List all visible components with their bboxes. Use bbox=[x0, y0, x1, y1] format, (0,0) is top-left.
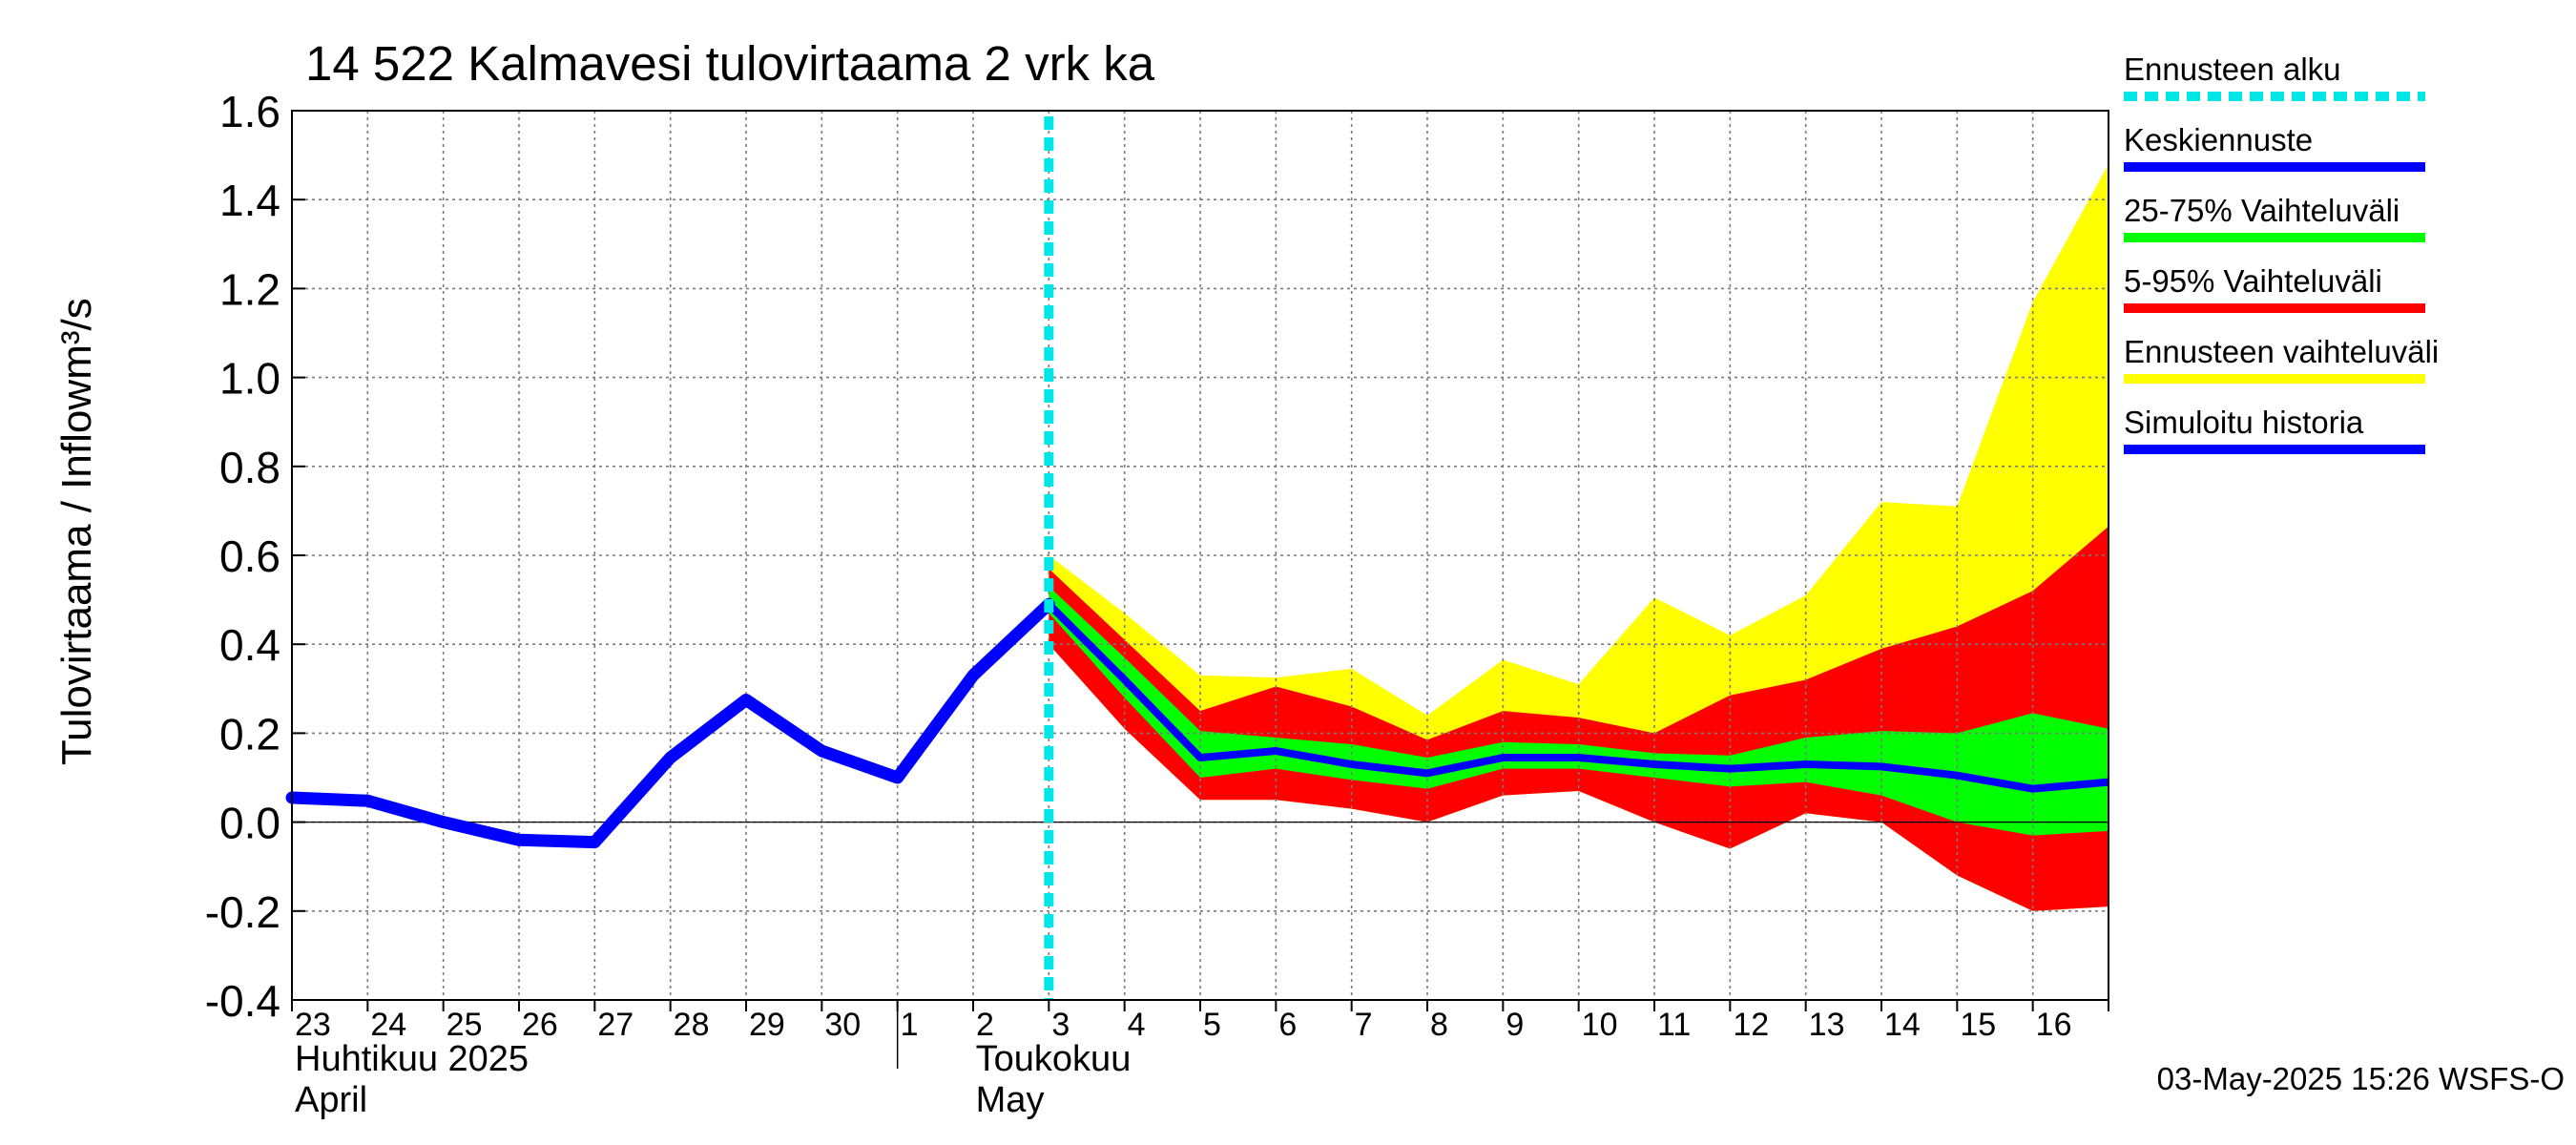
legend-label: Ennusteen vaihteluväli bbox=[2124, 334, 2439, 369]
month-label-en: April bbox=[295, 1080, 367, 1120]
y-tick-label: 0.6 bbox=[219, 531, 280, 581]
x-axis: 23 24 25 26 27 28 29 30 1 2 3 4 5 6 7 8 9 10 11 12 13 14 15 16 bbox=[291, 1000, 2109, 1043]
series-keskiennuste bbox=[1046, 601, 2109, 793]
x-tick-label: 4 bbox=[1128, 1007, 1146, 1043]
y-axis-unit: m³/s bbox=[53, 298, 100, 380]
y-tick-label: 0.2 bbox=[219, 709, 280, 759]
legend: Ennusteen alku Keskiennuste 25-75% Vaihtel… bbox=[2124, 52, 2439, 454]
x-tick-label: 14 bbox=[1884, 1007, 1921, 1043]
legend-label: 25-75% Vaihteluväli bbox=[2124, 193, 2399, 228]
x-tick-label: 9 bbox=[1506, 1007, 1524, 1043]
y-tick-label: 1.2 bbox=[219, 264, 280, 314]
x-tick-label: 25 bbox=[447, 1007, 483, 1043]
grid bbox=[292, 111, 2109, 1000]
x-tick-label: 15 bbox=[1960, 1007, 1996, 1043]
y-tick-label: 0.4 bbox=[219, 620, 280, 670]
x-tick-label: 3 bbox=[1051, 1007, 1070, 1043]
legend-label: Keskiennuste bbox=[2124, 122, 2313, 157]
x-tick-label: 28 bbox=[674, 1007, 710, 1043]
x-tick-label: 5 bbox=[1203, 1007, 1221, 1043]
band-25-75 bbox=[1049, 586, 2109, 836]
y-axis: 1.6 1.4 1.2 1.0 0.8 0.6 0.4 0.2 0.0 -0.2 -0.4 bbox=[205, 87, 305, 1026]
x-tick-label: 13 bbox=[1809, 1007, 1845, 1043]
month-label-en: May bbox=[976, 1080, 1045, 1120]
chart-title: 14 522 Kalmavesi tulovirtaama 2 vrk ka bbox=[305, 36, 1155, 91]
legend-label: 5-95% Vaihteluväli bbox=[2124, 263, 2382, 299]
x-tick-label: 16 bbox=[2036, 1007, 2072, 1043]
x-tick-label: 10 bbox=[1582, 1007, 1618, 1043]
y-tick-label: 1.4 bbox=[219, 176, 280, 225]
y-tick-label: 0.0 bbox=[219, 799, 280, 848]
x-tick-label: 7 bbox=[1355, 1007, 1373, 1043]
x-tick-label: 26 bbox=[522, 1007, 558, 1043]
x-tick-label: 24 bbox=[370, 1007, 406, 1043]
month-label-fi: Toukokuu bbox=[976, 1039, 1132, 1079]
y-tick-label: 1.6 bbox=[219, 87, 280, 136]
x-tick-label: 12 bbox=[1733, 1007, 1769, 1043]
y-tick-label: -0.2 bbox=[205, 887, 280, 937]
legend-label: Ennusteen alku bbox=[2124, 52, 2341, 87]
x-tick-label: 2 bbox=[976, 1007, 994, 1043]
series-lines bbox=[285, 116, 2109, 1000]
y-tick-label: 0.8 bbox=[219, 443, 280, 492]
y-tick-label: -0.4 bbox=[205, 976, 280, 1026]
y-axis-label: Tulovirtaama / Inflow bbox=[53, 380, 100, 766]
x-tick-label: 27 bbox=[597, 1007, 634, 1043]
x-tick-label: 6 bbox=[1278, 1007, 1297, 1043]
series-simuloitu-historia bbox=[285, 597, 1055, 849]
y-tick-label: 1.0 bbox=[219, 354, 280, 404]
month-label-fi: Huhtikuu 2025 bbox=[295, 1039, 529, 1079]
x-tick-label: 8 bbox=[1430, 1007, 1448, 1043]
x-tick-label: 29 bbox=[749, 1007, 785, 1043]
x-tick-label: 1 bbox=[901, 1007, 919, 1043]
x-tick-label: 30 bbox=[824, 1007, 861, 1043]
timestamp-footer: 03-May-2025 15:26 WSFS-O bbox=[2157, 1061, 2565, 1096]
legend-label: Simuloitu historia bbox=[2124, 405, 2364, 440]
x-tick-label: 11 bbox=[1657, 1007, 1691, 1043]
x-tick-label: 23 bbox=[295, 1007, 331, 1043]
